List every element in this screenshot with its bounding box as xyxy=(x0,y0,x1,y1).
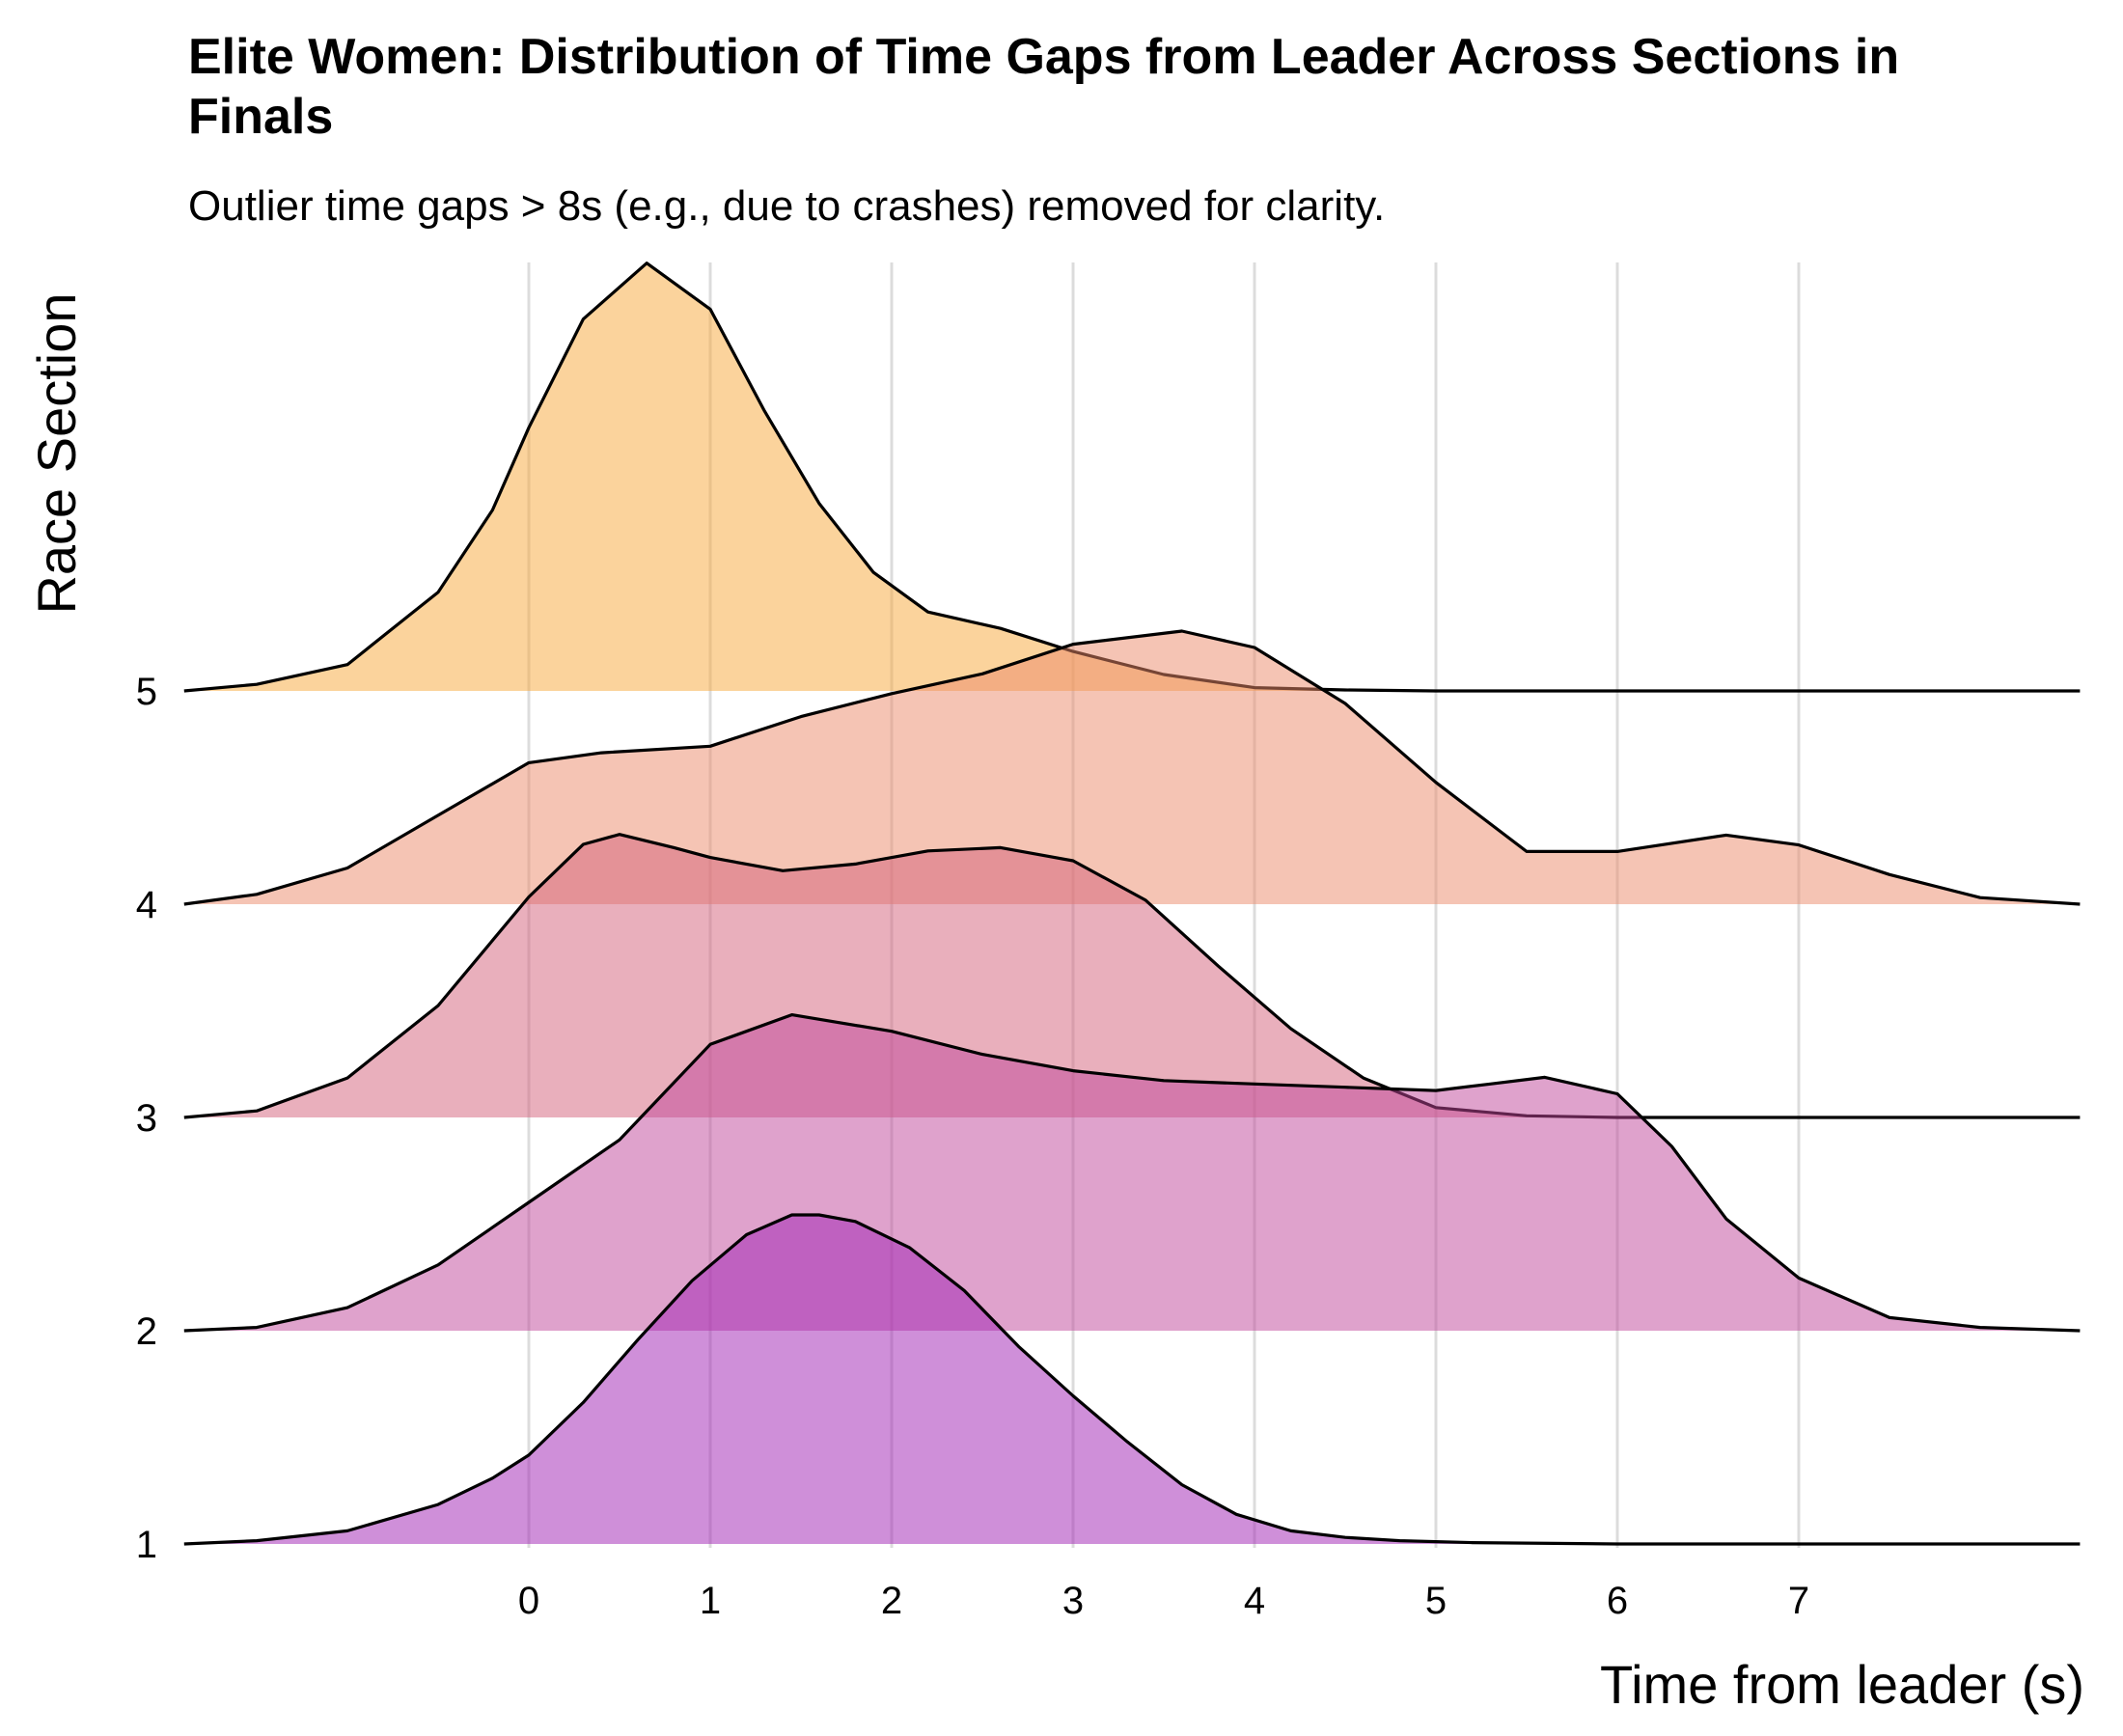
ridge-line-4 xyxy=(183,629,2081,906)
y-tick-label: 4 xyxy=(136,884,157,926)
ridge-area-4 xyxy=(183,631,2081,904)
chart-subtitle: Outlier time gaps > 8s (e.g., due to cra… xyxy=(188,182,1386,230)
x-axis-ticks: 0 1 2 3 4 5 6 7 xyxy=(518,1580,1809,1622)
x-tick-label: 3 xyxy=(1062,1580,1084,1622)
y-axis-ticks: 5 4 3 2 1 xyxy=(136,671,157,1566)
ridge-area-2 xyxy=(183,1014,2081,1331)
x-tick-label: 0 xyxy=(518,1580,539,1622)
x-tick-label: 5 xyxy=(1425,1580,1447,1622)
x-tick-label: 4 xyxy=(1244,1580,1265,1622)
y-tick-label: 3 xyxy=(136,1097,157,1140)
ridge-area-3 xyxy=(183,834,2081,1117)
x-axis-title: Time from leader (s) xyxy=(1600,1654,2084,1715)
ridge-area-5 xyxy=(183,262,2081,691)
y-axis-title: Race Section xyxy=(26,292,87,614)
ridges xyxy=(183,262,2081,1546)
chart-title: Elite Women: Distribution of Time Gaps f… xyxy=(188,29,1900,145)
x-tick-label: 2 xyxy=(881,1580,902,1622)
ridge-area-1 xyxy=(183,1215,2081,1544)
ridge-line-1 xyxy=(183,1213,2081,1546)
ridge-line-2 xyxy=(183,1013,2081,1333)
y-tick-label: 1 xyxy=(136,1524,157,1566)
x-tick-label: 7 xyxy=(1788,1580,1809,1622)
y-tick-label: 2 xyxy=(136,1310,157,1353)
y-tick-label: 5 xyxy=(136,671,157,713)
x-tick-label: 1 xyxy=(700,1580,721,1622)
x-tick-label: 6 xyxy=(1607,1580,1628,1622)
